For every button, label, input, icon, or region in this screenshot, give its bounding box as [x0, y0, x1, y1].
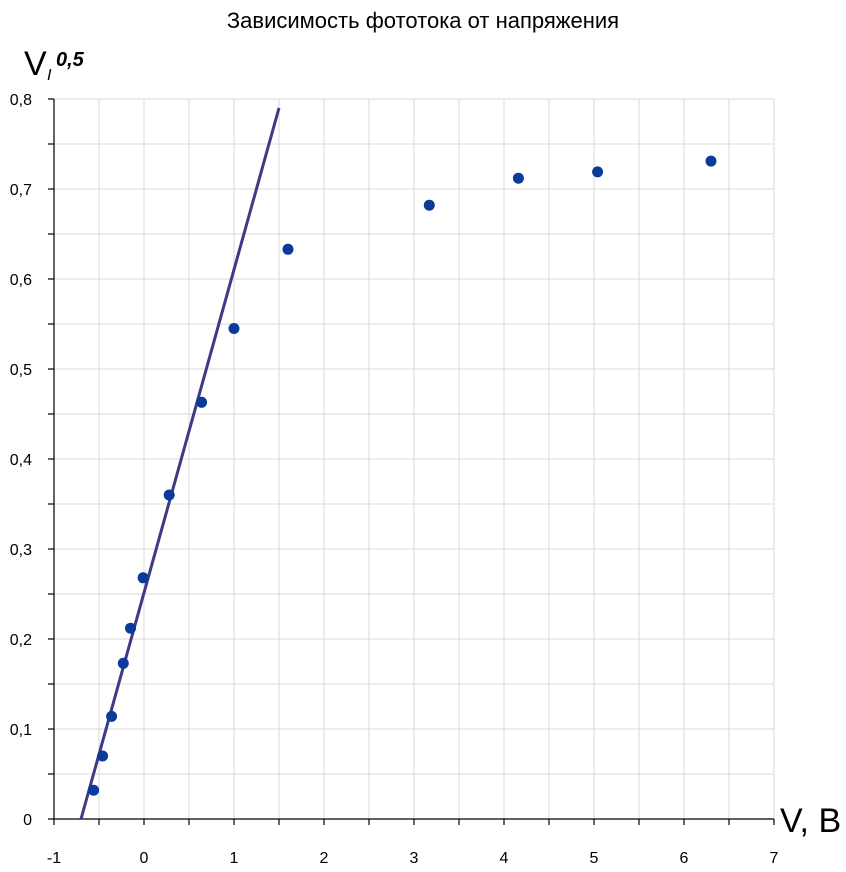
y-tick-label: 0,4	[10, 452, 32, 469]
fit-line-group	[79, 107, 281, 820]
axes	[48, 98, 775, 825]
chart-title: Зависимость фототока от напряжения	[227, 8, 619, 33]
tick-labels: -1 0 1 2 3 4 5 6 7 0 0,1 0,2 0,3 0,4 0,5 0,6 0,7 0,8	[10, 92, 779, 867]
x-tick-label: 1	[230, 850, 239, 867]
y-tick-label: 0,5	[10, 362, 32, 379]
data-point	[163, 489, 175, 501]
x-tick-label: 3	[410, 850, 419, 867]
data-point	[196, 396, 208, 408]
x-tick-label: 5	[590, 850, 599, 867]
data-point	[106, 710, 118, 722]
data-point	[97, 750, 109, 762]
fit-line	[79, 107, 281, 820]
y-tick-label: 0,1	[10, 722, 32, 739]
x-axis-label: V, В	[780, 802, 841, 840]
data-point	[705, 155, 717, 167]
grid	[53, 98, 775, 820]
y-axis-label-superscript: 0,5	[56, 49, 85, 71]
data-points	[88, 155, 717, 796]
data-point	[592, 166, 604, 178]
data-point	[423, 199, 435, 211]
data-point	[512, 172, 524, 184]
x-tick-label: 4	[500, 850, 509, 867]
data-point	[137, 572, 149, 584]
y-axis-label: V	[24, 45, 47, 83]
data-point	[228, 323, 240, 334]
y-tick-label: 0,6	[10, 272, 32, 289]
x-tick-label: 6	[680, 850, 689, 867]
data-point	[117, 657, 129, 669]
x-tick-label: 0	[140, 850, 149, 867]
y-tick-label: 0,8	[10, 92, 32, 109]
y-tick-label: 0,3	[10, 542, 32, 559]
y-tick-label: 0	[23, 812, 32, 829]
y-tick-label: 0,7	[10, 182, 32, 199]
data-point	[88, 784, 100, 796]
y-tick-label: 0,2	[10, 632, 32, 649]
data-point	[282, 243, 294, 255]
data-point	[125, 622, 136, 634]
x-tick-label: 2	[320, 850, 329, 867]
x-tick-label: 7	[770, 850, 779, 867]
y-axis-label-subscript: I	[47, 67, 52, 84]
x-tick-label: -1	[47, 850, 61, 867]
